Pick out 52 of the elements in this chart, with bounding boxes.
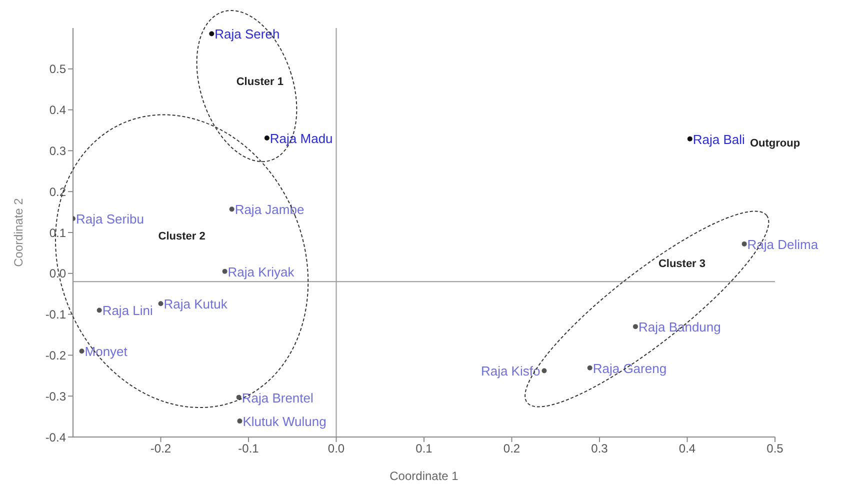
y-tick-label: -0.2 bbox=[45, 348, 66, 362]
data-label: Raja Bali bbox=[692, 132, 746, 147]
data-label: Raja Gareng bbox=[592, 360, 667, 376]
x-tick-label: 0.0 bbox=[328, 442, 345, 456]
y-tick-label: 0.5 bbox=[49, 62, 66, 76]
point bbox=[96, 308, 102, 313]
y-tick-label: 0.4 bbox=[49, 103, 66, 118]
data-label: Monyet bbox=[84, 344, 128, 360]
y-tick-label: 0.0 bbox=[49, 266, 66, 281]
x-tick-label: 0.2 bbox=[503, 442, 520, 456]
x-tick-label: 0.1 bbox=[416, 442, 433, 456]
y-tick-label: 0.2 bbox=[49, 184, 66, 199]
data-label: Raja Kisfo bbox=[480, 364, 540, 379]
point bbox=[632, 324, 638, 330]
y-tick-label: -0.3 bbox=[45, 389, 66, 404]
y-tick-label: -0.1 bbox=[45, 308, 66, 322]
x-tick-label: 0.5 bbox=[766, 442, 784, 456]
y-tick-label: -0.4 bbox=[45, 430, 66, 444]
x-tick-label: -0.1 bbox=[238, 442, 260, 456]
annotation: Cluster 1 bbox=[236, 76, 284, 88]
x-tick-label: -0.2 bbox=[150, 442, 172, 456]
point bbox=[687, 136, 692, 142]
data-label: Raja Madu bbox=[270, 131, 333, 146]
y-tick-label: 0.1 bbox=[49, 226, 66, 240]
data-label: Raja Brentel bbox=[242, 390, 314, 406]
point bbox=[222, 268, 228, 274]
data-label: Raja Jambe bbox=[234, 202, 304, 218]
y-tick-label: 0.3 bbox=[49, 144, 66, 158]
data-label: Raja Bandung bbox=[638, 320, 721, 335]
data-label: Raja Seribu bbox=[76, 212, 144, 227]
data-label: Raja Sereh bbox=[214, 26, 280, 42]
point bbox=[542, 368, 547, 374]
point bbox=[237, 418, 242, 424]
annotation: Outgroup bbox=[750, 138, 800, 150]
y-axis-title: Coordinate 2 bbox=[11, 198, 26, 267]
x-tick-label: 0.4 bbox=[678, 442, 696, 456]
point bbox=[587, 365, 592, 370]
annotation: Cluster 2 bbox=[158, 230, 206, 242]
data-label: Raja Lini bbox=[102, 303, 154, 318]
point bbox=[79, 348, 84, 354]
data-label: Raja Kutuk bbox=[164, 296, 228, 312]
point bbox=[229, 206, 234, 212]
point bbox=[264, 136, 270, 141]
point bbox=[742, 241, 747, 246]
point bbox=[158, 301, 164, 306]
data-label: Raja Delima bbox=[747, 236, 819, 252]
point bbox=[209, 31, 214, 36]
data-label: Raja Kriyak bbox=[228, 264, 295, 280]
annotation: Cluster 3 bbox=[658, 258, 706, 270]
x-axis-title: Coordinate 1 bbox=[390, 469, 459, 483]
x-tick-label: 0.3 bbox=[591, 442, 608, 456]
data-label: Klutuk Wulung bbox=[242, 414, 326, 430]
